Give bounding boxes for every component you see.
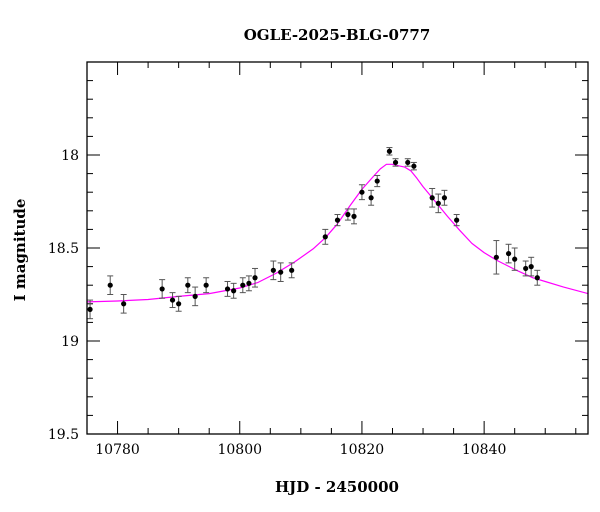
x-tick-label: 10820 [340, 442, 385, 458]
data-point [453, 214, 460, 227]
data-point [410, 161, 417, 171]
x-axis-label: HJD - 2450000 [275, 478, 399, 496]
data-point-marker [441, 195, 448, 201]
data-point [87, 299, 94, 320]
data-point-marker [386, 148, 393, 154]
data-point [224, 280, 231, 297]
y-tick-label: 18.5 [48, 241, 79, 257]
data-point [368, 189, 375, 206]
data-point-marker [270, 267, 276, 273]
y-tick-label: 18 [61, 148, 79, 164]
data-point [493, 240, 500, 275]
data-point-marker [454, 217, 460, 223]
data-point [239, 277, 246, 294]
data-point [288, 262, 295, 279]
chart-title: OGLE-2025-BLG-0777 [244, 26, 431, 44]
data-point [374, 174, 381, 188]
data-point [386, 147, 393, 156]
data-point [159, 279, 166, 299]
data-point-marker [87, 306, 93, 312]
data-point-marker [435, 200, 441, 206]
data-point [107, 275, 114, 295]
data-point [522, 260, 529, 277]
data-point-marker [252, 275, 258, 281]
data-point [441, 189, 448, 206]
data-point-marker [278, 269, 284, 275]
y-tick-label: 19.5 [48, 427, 79, 443]
data-point-marker [185, 282, 191, 288]
data-point [120, 294, 127, 314]
data-point-marker [505, 250, 512, 257]
data-point-marker [528, 264, 534, 270]
data-point [334, 214, 341, 227]
data-point-marker [289, 267, 295, 273]
data-point-marker [107, 282, 113, 288]
data-point-marker [512, 256, 518, 262]
data-point-marker [231, 288, 237, 294]
data-point-marker [192, 293, 198, 299]
data-point [270, 260, 277, 281]
data-point [252, 267, 259, 288]
data-point [203, 277, 210, 294]
data-point-marker [534, 275, 540, 281]
data-point-marker [351, 213, 357, 219]
data-point [404, 158, 411, 167]
data-point [322, 228, 329, 245]
data-point [277, 262, 284, 282]
data-point-marker [359, 189, 365, 195]
data-point [429, 187, 436, 208]
data-point-marker [224, 286, 231, 292]
data-point [358, 184, 365, 201]
data-point-marker [169, 297, 176, 303]
data-point-marker [121, 301, 127, 307]
data-point [245, 275, 252, 292]
data-point [534, 269, 541, 286]
data-points-layer [87, 147, 541, 320]
data-point [175, 295, 182, 312]
x-tick-label: 10800 [217, 442, 262, 458]
data-point [184, 277, 191, 294]
y-axis-label: I magnitude [11, 199, 29, 302]
data-point [169, 292, 176, 309]
data-point-marker [176, 301, 182, 307]
data-point-marker [523, 265, 529, 272]
data-point-marker [322, 234, 328, 240]
data-point [344, 208, 351, 221]
data-point [192, 286, 199, 307]
y-tick-label: 19 [61, 334, 79, 350]
data-point [511, 247, 518, 271]
data-point-marker [240, 282, 246, 288]
plot-frame [86, 61, 589, 435]
data-point-marker [203, 282, 209, 288]
data-point-marker [246, 280, 252, 286]
data-point-marker [493, 254, 499, 260]
data-point-marker [368, 195, 374, 201]
data-point [392, 158, 399, 167]
data-point-marker [405, 159, 411, 166]
data-point-marker [429, 195, 435, 201]
data-point [528, 256, 535, 277]
x-tick-label: 10780 [95, 442, 140, 458]
data-point [505, 243, 512, 264]
data-point-marker [345, 211, 351, 218]
data-point [350, 208, 357, 225]
data-point [230, 282, 237, 299]
data-point-marker [392, 159, 399, 166]
data-point-marker [334, 217, 341, 223]
data-point-marker [411, 163, 417, 169]
x-tick-label: 10840 [462, 442, 507, 458]
data-point-marker [159, 286, 165, 292]
data-point-marker [374, 178, 380, 184]
axis-ticks: 10780 10800 10820 10840 18 18.5 19 19.5 [48, 61, 588, 458]
data-point [435, 193, 442, 214]
